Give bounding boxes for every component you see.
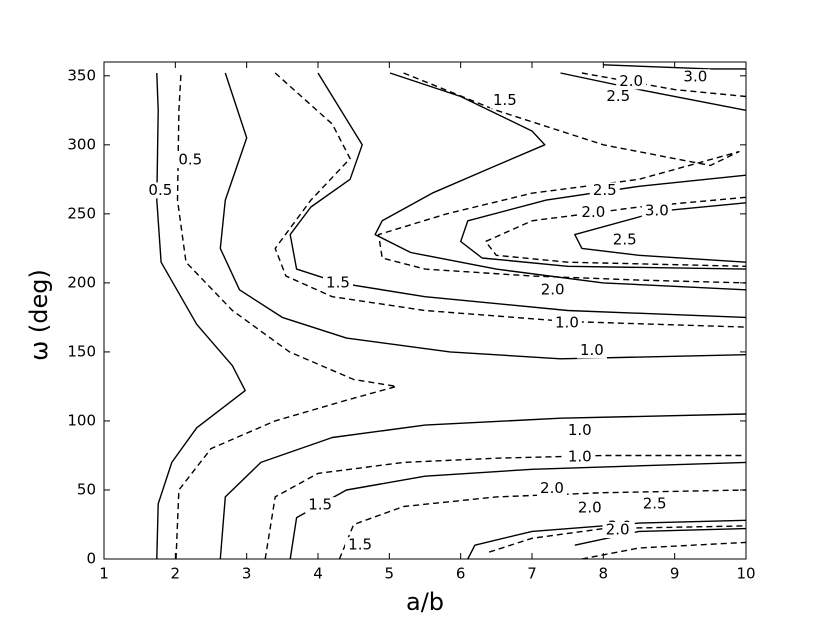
contour-label-bg bbox=[145, 182, 176, 199]
contour-label: 2.0 bbox=[541, 280, 565, 298]
contour-label: 2.5 bbox=[643, 494, 667, 512]
x-tick-label: 6 bbox=[456, 565, 466, 583]
contour-label-bg bbox=[603, 88, 634, 105]
y-tick-label: 200 bbox=[67, 273, 96, 291]
contour-line bbox=[581, 72, 746, 98]
x-tick-label: 1 bbox=[99, 565, 109, 583]
contour-line bbox=[484, 196, 746, 267]
y-tick-label: 100 bbox=[67, 411, 96, 429]
contour-label-bg bbox=[578, 204, 609, 221]
contour-label: 2.0 bbox=[578, 498, 602, 516]
contour-label: 1.0 bbox=[568, 421, 592, 439]
contour-label-bg bbox=[551, 314, 582, 331]
contour-line bbox=[460, 174, 746, 270]
contour-label-bg bbox=[564, 448, 595, 465]
contour-label: 3.0 bbox=[645, 202, 669, 220]
contour-label-bg bbox=[322, 274, 353, 291]
y-tick-label: 0 bbox=[86, 550, 96, 568]
contour-label-bg bbox=[574, 499, 605, 516]
contour-line bbox=[560, 72, 746, 111]
contour-label: 1.0 bbox=[555, 313, 579, 331]
contour-line bbox=[467, 519, 746, 559]
contour-line bbox=[156, 72, 246, 559]
x-axis-label: a/b bbox=[406, 588, 444, 616]
contour-line bbox=[289, 72, 746, 319]
contour-label-bg bbox=[609, 232, 640, 249]
y-axis-label: ω (deg) bbox=[25, 269, 53, 361]
contour-label: 2.5 bbox=[613, 231, 637, 249]
plot-frame bbox=[103, 61, 747, 560]
contour-label: 2.0 bbox=[606, 521, 630, 539]
contour-line bbox=[574, 527, 746, 546]
contour-label-bg bbox=[641, 203, 672, 220]
contour-label: 0.5 bbox=[178, 151, 202, 169]
contour-label-bg bbox=[536, 480, 567, 497]
x-tick-label: 7 bbox=[527, 565, 537, 583]
contour-line bbox=[175, 72, 398, 559]
contour-line bbox=[488, 525, 746, 553]
contour-label: 0.5 bbox=[148, 181, 172, 199]
contour-label: 1.5 bbox=[348, 536, 372, 554]
contour-label-bg bbox=[305, 497, 336, 514]
contour-label-bg bbox=[564, 422, 595, 439]
x-tick-label: 2 bbox=[171, 565, 181, 583]
contour-label-bg bbox=[576, 342, 607, 359]
contour-line bbox=[574, 202, 746, 263]
contour-line bbox=[264, 454, 746, 559]
contour-label-bg bbox=[175, 152, 206, 169]
contour-label-bg bbox=[616, 73, 647, 90]
contour-line bbox=[289, 461, 746, 559]
contour-label-bg bbox=[489, 92, 520, 109]
contour-label: 2.5 bbox=[606, 87, 630, 105]
y-tick-label: 350 bbox=[67, 66, 96, 84]
x-tick-label: 9 bbox=[670, 565, 680, 583]
contour-label: 1.5 bbox=[493, 91, 517, 109]
x-tick-label: 8 bbox=[599, 565, 609, 583]
contour-label: 3.0 bbox=[683, 68, 707, 86]
y-tick-label: 50 bbox=[77, 480, 96, 498]
contour-line bbox=[581, 541, 746, 559]
contour-label: 1.0 bbox=[580, 341, 604, 359]
x-tick-label: 3 bbox=[242, 565, 252, 583]
contour-line bbox=[374, 72, 746, 291]
contour-line bbox=[219, 72, 746, 360]
x-tick-label: 4 bbox=[313, 565, 323, 583]
contour-label: 2.0 bbox=[619, 72, 643, 90]
contour-line bbox=[603, 64, 746, 70]
contour-label-bg bbox=[345, 537, 376, 554]
contour-label-bg bbox=[680, 69, 711, 86]
contour-line bbox=[338, 489, 746, 559]
contour-label: 1.0 bbox=[568, 447, 592, 465]
y-tick-label: 300 bbox=[67, 135, 96, 153]
contour-label-bg bbox=[537, 281, 568, 298]
contour-line bbox=[377, 72, 746, 284]
y-tick-label: 250 bbox=[67, 204, 96, 222]
y-tick-label: 150 bbox=[67, 342, 96, 360]
contour-label-bg bbox=[602, 522, 633, 539]
contour-label: 1.5 bbox=[308, 496, 332, 514]
contour-line bbox=[219, 413, 746, 559]
contour-label: 1.5 bbox=[326, 273, 350, 291]
contour-label-bg bbox=[589, 182, 620, 199]
contour-label-bg bbox=[639, 495, 670, 512]
contour-label: 2.5 bbox=[593, 181, 617, 199]
x-tick-label: 5 bbox=[385, 565, 395, 583]
contour-label: 2.0 bbox=[540, 479, 564, 497]
contour-label: 2.0 bbox=[581, 203, 605, 221]
x-tick-label: 10 bbox=[736, 565, 755, 583]
